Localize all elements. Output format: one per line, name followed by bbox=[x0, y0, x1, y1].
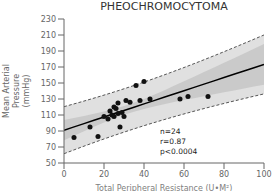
svg-text:100: 100 bbox=[256, 170, 271, 179]
svg-text:130: 130 bbox=[41, 95, 56, 104]
svg-text:40: 40 bbox=[139, 170, 149, 179]
svg-text:20: 20 bbox=[99, 170, 109, 179]
svg-text:90: 90 bbox=[46, 127, 56, 136]
svg-text:50: 50 bbox=[46, 159, 56, 168]
html-text:Mean Arterial Pressure (mmHg): Mean Arterial Pressure (mmHg) bbox=[2, 64, 31, 118]
html-text:n=24 r=0.87 p<0.0004: n=24 r=0.87 p<0.0004 bbox=[160, 127, 198, 156]
svg-text:Total Peripheral Resistance (U: Total Peripheral Resistance (U•M²) bbox=[95, 184, 233, 191]
svg-text:230: 230 bbox=[41, 15, 56, 24]
svg-text:0: 0 bbox=[61, 170, 66, 179]
svg-text:60: 60 bbox=[179, 170, 189, 179]
html-text:PHEOCHROMOCYTOMA: PHEOCHROMOCYTOMA bbox=[100, 0, 228, 13]
svg-text:170: 170 bbox=[41, 63, 56, 72]
svg-text:80: 80 bbox=[219, 170, 229, 179]
svg-text:210: 210 bbox=[41, 31, 56, 40]
svg-text:190: 190 bbox=[41, 47, 56, 56]
svg-text:150: 150 bbox=[41, 79, 56, 88]
svg-text:70: 70 bbox=[46, 143, 56, 152]
svg-text:110: 110 bbox=[41, 111, 56, 120]
